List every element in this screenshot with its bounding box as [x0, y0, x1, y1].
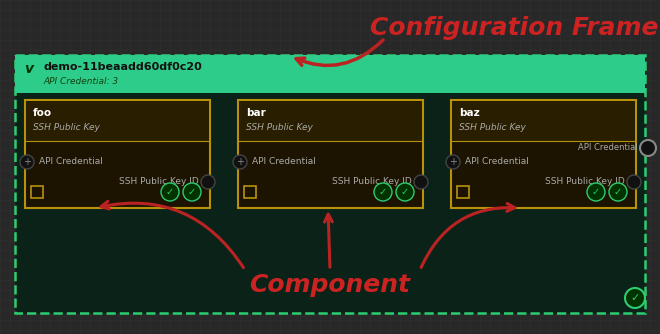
Text: API Credential: 3: API Credential: 3 — [43, 76, 118, 86]
Bar — [244, 186, 256, 198]
Text: foo: foo — [33, 108, 52, 118]
Circle shape — [183, 183, 201, 201]
Circle shape — [446, 155, 460, 169]
Circle shape — [233, 155, 247, 169]
Text: +: + — [23, 157, 31, 167]
Text: SSH Public Key: SSH Public Key — [246, 124, 313, 133]
Text: SSH Public Key: SSH Public Key — [459, 124, 526, 133]
Circle shape — [161, 183, 179, 201]
Text: bar: bar — [246, 108, 266, 118]
Circle shape — [587, 183, 605, 201]
Text: SSH Public Key ID: SSH Public Key ID — [545, 177, 625, 186]
Text: Component: Component — [249, 273, 411, 297]
Bar — [452, 101, 635, 141]
Text: API Credential: API Credential — [465, 158, 529, 167]
Circle shape — [201, 175, 215, 189]
Bar — [239, 101, 422, 141]
Bar — [457, 186, 469, 198]
Text: ✓: ✓ — [630, 293, 640, 303]
Text: SSH Public Key: SSH Public Key — [33, 124, 100, 133]
Bar — [25, 100, 210, 208]
Bar — [26, 101, 209, 141]
Text: ✓: ✓ — [166, 187, 174, 197]
Text: +: + — [449, 157, 457, 167]
Bar — [238, 100, 423, 208]
Circle shape — [414, 175, 428, 189]
Text: Configuration Frame: Configuration Frame — [370, 16, 659, 40]
Bar — [31, 186, 43, 198]
Text: SSH Public Key ID: SSH Public Key ID — [119, 177, 199, 186]
Circle shape — [374, 183, 392, 201]
Circle shape — [396, 183, 414, 201]
Text: SSH Public Key ID: SSH Public Key ID — [332, 177, 412, 186]
Text: baz: baz — [459, 108, 480, 118]
Text: API Credential: API Credential — [39, 158, 103, 167]
Circle shape — [625, 288, 645, 308]
Text: ✓: ✓ — [188, 187, 196, 197]
Circle shape — [627, 175, 641, 189]
Bar — [15, 55, 645, 313]
Text: ✓: ✓ — [401, 187, 409, 197]
Text: demo-11beaadd60df0c20: demo-11beaadd60df0c20 — [43, 62, 202, 72]
Bar — [15, 55, 645, 93]
Text: API Credential: API Credential — [578, 144, 638, 153]
Circle shape — [609, 183, 627, 201]
Text: ✓: ✓ — [614, 187, 622, 197]
Text: ✓: ✓ — [379, 187, 387, 197]
Text: ✓: ✓ — [592, 187, 600, 197]
Text: +: + — [236, 157, 244, 167]
Circle shape — [640, 140, 656, 156]
Bar — [451, 100, 636, 208]
Text: API Credential: API Credential — [252, 158, 316, 167]
Circle shape — [20, 155, 34, 169]
Text: v: v — [24, 62, 34, 76]
